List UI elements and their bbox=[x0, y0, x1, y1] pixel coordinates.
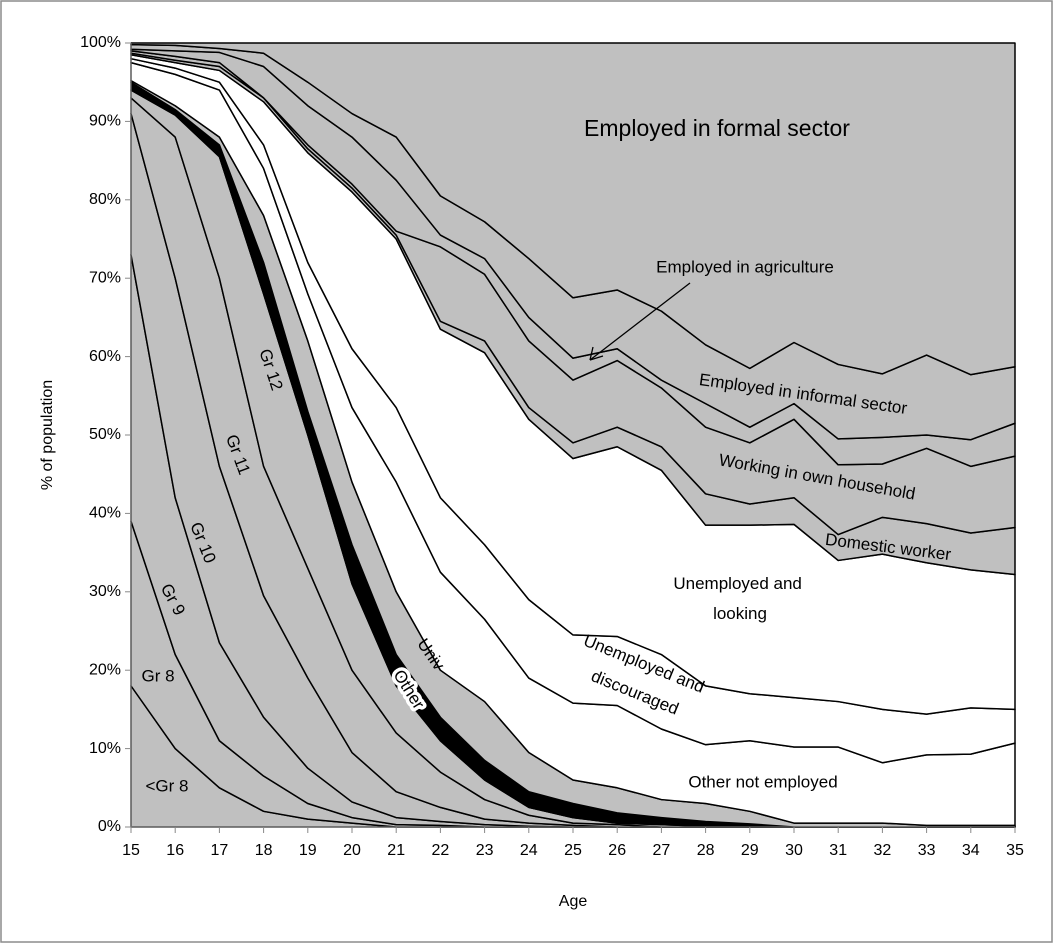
area bbox=[130, 42, 1016, 376]
y-tick-label: 90% bbox=[89, 113, 121, 130]
x-tick-label: 27 bbox=[653, 842, 671, 859]
y-tick-label: 0% bbox=[98, 818, 121, 835]
x-tick-label: 34 bbox=[962, 842, 980, 859]
x-tick-label: 22 bbox=[432, 842, 450, 859]
y-tick-label: 40% bbox=[89, 505, 121, 522]
x-tick-label: 15 bbox=[122, 842, 140, 859]
x-tick-label: 28 bbox=[697, 842, 715, 859]
y-tick-label: 50% bbox=[89, 426, 121, 443]
series-label: Gr 8 bbox=[141, 666, 174, 685]
y-axis-label: % of population bbox=[39, 380, 56, 490]
x-tick-label: 19 bbox=[299, 842, 317, 859]
series-label: Employed in formal sector bbox=[584, 115, 850, 141]
y-tick-label: 100% bbox=[80, 34, 121, 51]
x-tick-label: 16 bbox=[166, 842, 184, 859]
series-label: <Gr 8 bbox=[146, 776, 189, 795]
x-tick-label: 29 bbox=[741, 842, 759, 859]
y-tick-label: 60% bbox=[89, 348, 121, 365]
x-tick-label: 24 bbox=[520, 842, 538, 859]
x-tick-label: 25 bbox=[564, 842, 582, 859]
annotation-arrow bbox=[589, 282, 691, 361]
x-tick-label: 30 bbox=[785, 842, 803, 859]
x-tick-label: 23 bbox=[476, 842, 494, 859]
series-label: Employed in agriculture bbox=[656, 257, 834, 276]
x-tick-label: 18 bbox=[255, 842, 273, 859]
series-label: Other not employed bbox=[688, 772, 837, 791]
x-tick-label: 31 bbox=[829, 842, 847, 859]
y-tick-label: 30% bbox=[89, 583, 121, 600]
x-tick-label: 20 bbox=[343, 842, 361, 859]
y-tick-label: 70% bbox=[89, 269, 121, 286]
axes: 0% 10% 20% 30% 40% 50% 60% 70% 80% 90% 100% 15 16 17 1… bbox=[80, 34, 1024, 859]
x-tick-label: 26 bbox=[608, 842, 626, 859]
x-tick-label: 33 bbox=[918, 842, 936, 859]
x-tick-label: 17 bbox=[211, 842, 229, 859]
y-tick-label: 80% bbox=[89, 191, 121, 208]
x-axis-label: Age bbox=[559, 893, 588, 910]
y-tick-label: 10% bbox=[89, 740, 121, 757]
areas bbox=[130, 42, 1016, 828]
x-tick-label: 21 bbox=[387, 842, 405, 859]
x-tick-label: 35 bbox=[1006, 842, 1024, 859]
y-tick-label: 20% bbox=[89, 661, 121, 678]
series-label: Unemployed and looking bbox=[673, 574, 806, 623]
x-tick-label: 32 bbox=[874, 842, 892, 859]
arrow-head bbox=[589, 346, 604, 361]
